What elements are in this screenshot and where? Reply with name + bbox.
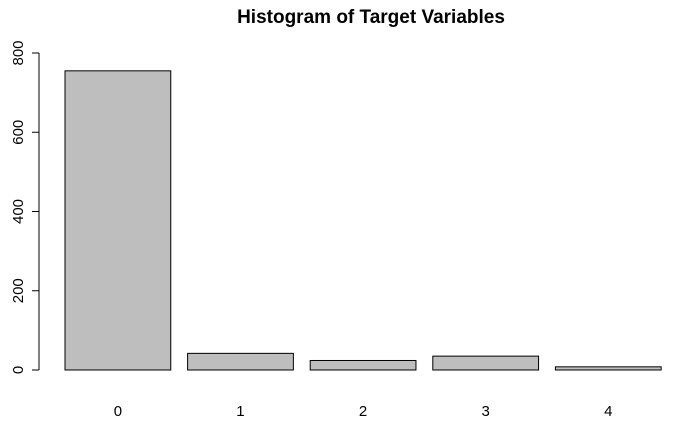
x-tick-label: 2 <box>359 403 367 420</box>
bar-1 <box>187 352 294 371</box>
bar-0 <box>64 70 172 371</box>
x-tick-label: 0 <box>114 403 122 420</box>
y-tick-label: 0 <box>10 366 27 374</box>
y-tick-label: 800 <box>10 40 27 65</box>
x-axis-labels: 0 1 2 3 4 <box>114 403 613 420</box>
x-tick-label: 4 <box>604 403 612 420</box>
x-tick-label: 1 <box>236 403 244 420</box>
bars <box>64 70 662 371</box>
chart-title: Histogram of Target Variables <box>237 7 505 28</box>
y-axis: 0 200 400 600 800 <box>10 40 40 374</box>
x-tick-label: 3 <box>482 403 490 420</box>
bar-3 <box>432 355 540 371</box>
bar-4 <box>554 366 662 371</box>
y-tick-label: 400 <box>10 199 27 224</box>
bar-2 <box>309 359 417 371</box>
y-tick-label: 600 <box>10 120 27 145</box>
y-tick-label: 200 <box>10 278 27 303</box>
